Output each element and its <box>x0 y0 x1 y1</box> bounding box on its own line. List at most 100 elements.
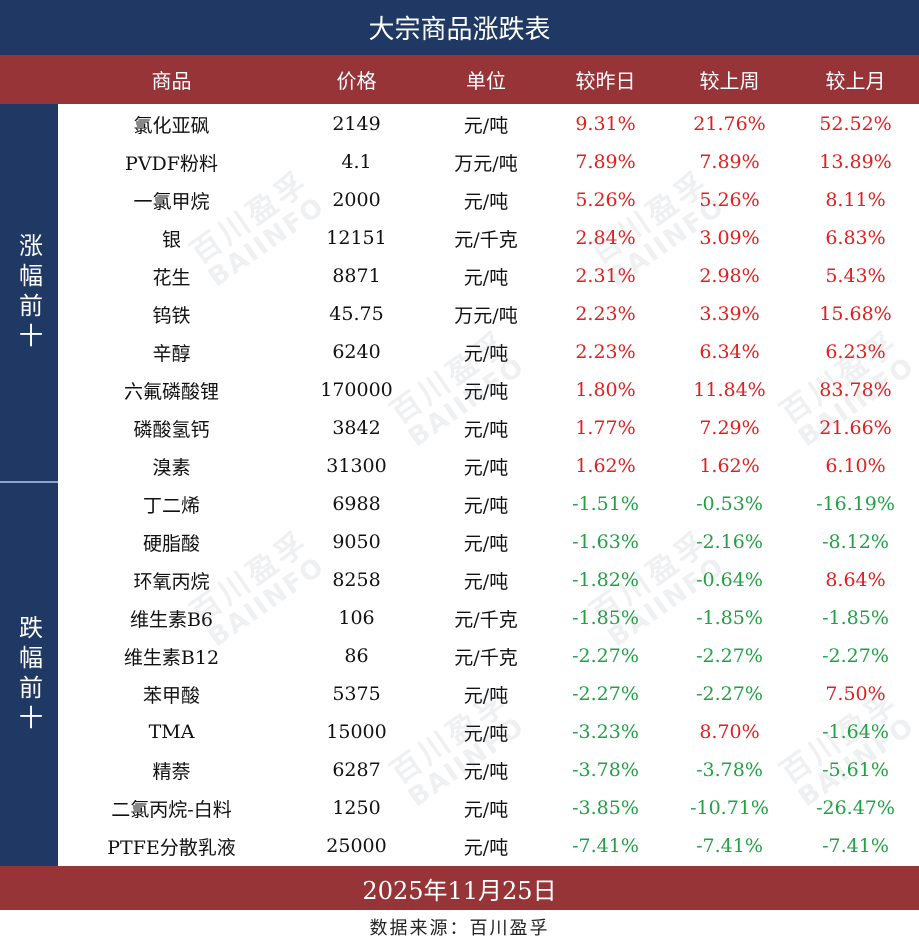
table-row: 硬脂酸 9050 元/吨 -1.63% -2.16% -8.12% <box>58 523 919 561</box>
unit-cell: 元/吨 <box>463 114 509 137</box>
header-vs-last-month: 较上月 <box>825 69 886 93</box>
change-month-cell: 52.52% <box>819 113 892 135</box>
unit-cell: 元/吨 <box>463 760 509 783</box>
table-row: 维生素B12 86 元/千克 -2.27% -2.27% -2.27% <box>58 637 919 675</box>
unit-cell: 元/吨 <box>463 380 509 403</box>
group-label-top-gainers: 涨幅前十 <box>0 104 58 482</box>
table-row: 苯甲酸 5375 元/吨 -2.27% -2.27% 7.50% <box>58 675 919 713</box>
change-week-cell: -1.85% <box>696 607 763 629</box>
price-cell: 8258 <box>332 569 381 591</box>
change-month-cell: -1.85% <box>822 607 889 629</box>
change-day-cell: 2.23% <box>575 341 636 363</box>
change-month-cell: 6.83% <box>825 227 886 249</box>
price-cell: 9050 <box>332 531 381 553</box>
change-day-cell: -2.27% <box>572 645 639 667</box>
change-month-cell: -16.19% <box>816 493 895 515</box>
change-day-cell: 2.23% <box>575 303 636 325</box>
change-month-cell: 8.11% <box>825 189 886 211</box>
change-day-cell: -3.78% <box>572 759 639 781</box>
unit-cell: 元/吨 <box>463 570 509 593</box>
commodity-name: 一氯甲烷 <box>133 190 210 213</box>
change-week-cell: -7.41% <box>696 835 763 857</box>
table-row: 二氯丙烷-白料 1250 元/吨 -3.85% -10.71% -26.47% <box>58 789 919 827</box>
change-month-cell: -2.27% <box>822 645 889 667</box>
commodity-name: 苯甲酸 <box>142 684 200 707</box>
change-day-cell: -1.51% <box>572 493 639 515</box>
price-cell: 4.1 <box>341 151 372 173</box>
unit-cell: 元/吨 <box>463 456 509 479</box>
table-row: 维生素B6 106 元/千克 -1.85% -1.85% -1.85% <box>58 599 919 637</box>
unit-cell: 元/千克 <box>454 608 518 631</box>
header-vs-last-week: 较上周 <box>699 69 760 93</box>
unit-cell: 元/吨 <box>463 190 509 213</box>
change-week-cell: -2.16% <box>696 531 763 553</box>
change-day-cell: 1.62% <box>575 455 636 477</box>
unit-cell: 元/千克 <box>454 646 518 669</box>
price-cell: 3842 <box>332 417 381 439</box>
header-vs-yesterday: 较昨日 <box>575 69 636 93</box>
price-cell: 45.75 <box>329 303 384 325</box>
change-day-cell: 2.31% <box>575 265 636 287</box>
change-day-cell: 2.84% <box>575 227 636 249</box>
commodity-name: 花生 <box>152 266 191 289</box>
change-month-cell: 83.78% <box>819 379 892 401</box>
price-cell: 5375 <box>332 683 381 705</box>
table-body: 氯化亚砜 2149 元/吨 9.31% 21.76% 52.52% PVDF粉料… <box>58 105 919 865</box>
change-month-cell: 6.10% <box>825 455 886 477</box>
price-cell: 170000 <box>320 379 393 401</box>
change-week-cell: 3.09% <box>699 227 760 249</box>
unit-cell: 万元/吨 <box>454 152 518 175</box>
unit-cell: 元/千克 <box>454 228 518 251</box>
commodity-name: 二氯丙烷-白料 <box>111 798 232 821</box>
price-cell: 86 <box>344 645 369 667</box>
change-week-cell: -10.71% <box>690 797 769 819</box>
price-cell: 2000 <box>332 189 381 211</box>
commodity-name: 六氟磷酸锂 <box>123 380 219 403</box>
table-title: 大宗商品涨跌表 <box>0 0 919 55</box>
unit-cell: 万元/吨 <box>454 304 518 327</box>
change-week-cell: 7.89% <box>699 151 760 173</box>
price-cell: 25000 <box>326 835 387 857</box>
commodity-name: 维生素B12 <box>123 646 220 669</box>
commodity-name: 溴素 <box>152 456 191 479</box>
table-row: 磷酸氢钙 3842 元/吨 1.77% 7.29% 21.66% <box>58 409 919 447</box>
change-day-cell: -3.23% <box>572 721 639 743</box>
change-day-cell: -1.63% <box>572 531 639 553</box>
data-source: 数据来源：百川盈孚 <box>0 910 919 943</box>
change-week-cell: 3.39% <box>699 303 760 325</box>
change-day-cell: 5.26% <box>575 189 636 211</box>
price-cell: 31300 <box>326 455 387 477</box>
table-row: 六氟磷酸锂 170000 元/吨 1.80% 11.84% 83.78% <box>58 371 919 409</box>
change-day-cell: -2.27% <box>572 683 639 705</box>
group-label-top-losers: 跌幅前十 <box>0 483 58 866</box>
change-month-cell: -7.41% <box>822 835 889 857</box>
commodity-name: PTFE分散乳液 <box>107 836 236 859</box>
price-cell: 106 <box>338 607 375 629</box>
header-price: 价格 <box>336 69 377 93</box>
commodity-name: 氯化亚砜 <box>133 114 210 137</box>
change-month-cell: 6.23% <box>825 341 886 363</box>
commodity-name: 钨铁 <box>152 304 191 327</box>
unit-cell: 元/吨 <box>463 798 509 821</box>
commodity-name: 丁二烯 <box>142 494 200 517</box>
price-cell: 6240 <box>332 341 381 363</box>
price-cell: 6287 <box>332 759 381 781</box>
commodity-name: 环氧丙烷 <box>133 570 210 593</box>
commodity-name: 辛醇 <box>152 342 191 365</box>
table-row: 丁二烯 6988 元/吨 -1.51% -0.53% -16.19% <box>58 485 919 523</box>
change-month-cell: 13.89% <box>819 151 892 173</box>
change-week-cell: -0.64% <box>696 569 763 591</box>
change-day-cell: 9.31% <box>575 113 636 135</box>
change-month-cell: 21.66% <box>819 417 892 439</box>
change-day-cell: -3.85% <box>572 797 639 819</box>
unit-cell: 元/吨 <box>463 266 509 289</box>
table-row: TMA 15000 元/吨 -3.23% 8.70% -1.64% <box>58 713 919 751</box>
change-week-cell: -2.27% <box>696 683 763 705</box>
change-week-cell: 1.62% <box>699 455 760 477</box>
change-month-cell: -8.12% <box>822 531 889 553</box>
commodity-name: 银 <box>161 228 181 251</box>
change-week-cell: 8.70% <box>699 721 760 743</box>
change-month-cell: -1.64% <box>822 721 889 743</box>
report-date: 2025年11月25日 <box>0 866 919 910</box>
